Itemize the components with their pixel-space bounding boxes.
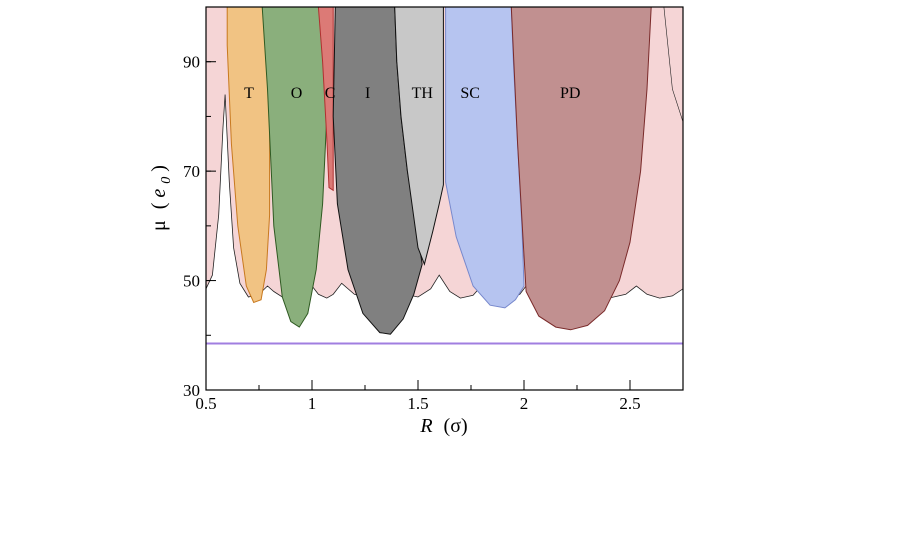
x-axis-title: R (σ) [419, 415, 467, 437]
x-tick-label: 1.5 [407, 394, 428, 413]
y-axis-unit-close: ) [148, 165, 170, 172]
y-axis-title: μ ( e 0 ) [148, 165, 175, 231]
plot-frame [205, 6, 684, 391]
x-tick-label: 1 [308, 394, 317, 413]
axis-ticks: 0.5 1 1.5 2 2.5 30 50 70 90 [183, 6, 684, 413]
x-tick-label: 0.5 [195, 394, 216, 413]
region-t [226, 7, 271, 304]
region-label-pd: PD [560, 85, 580, 102]
x-axis-unit: (σ) [444, 415, 468, 437]
y-tick-label: 70 [183, 162, 200, 181]
region-label-o: O [291, 85, 303, 102]
region-label-c: C [325, 85, 336, 102]
x-tick-label: 2.5 [619, 394, 640, 413]
background-right-edge [663, 7, 683, 122]
plot-area: T O C I TH SC PD [206, 7, 683, 345]
y-axis-unit-open: ( [148, 202, 170, 209]
y-axis-variable: μ [148, 220, 170, 231]
x-tick-label: 2 [520, 394, 529, 413]
y-tick-label: 50 [183, 272, 200, 291]
region-label-t: T [244, 85, 254, 102]
y-tick-label: 30 [183, 381, 200, 400]
region-label-th: TH [412, 85, 434, 102]
y-axis-unit-sub: 0 [159, 177, 174, 184]
y-axis-unit-var: e [148, 189, 170, 198]
region-label-sc: SC [460, 85, 480, 102]
region-label-i: I [365, 85, 370, 102]
axes-frame [205, 6, 684, 391]
x-axis-variable: R [419, 415, 432, 437]
y-tick-label: 90 [183, 53, 200, 72]
region-c [317, 7, 334, 192]
region-pd [510, 7, 652, 331]
region-th [394, 7, 444, 266]
